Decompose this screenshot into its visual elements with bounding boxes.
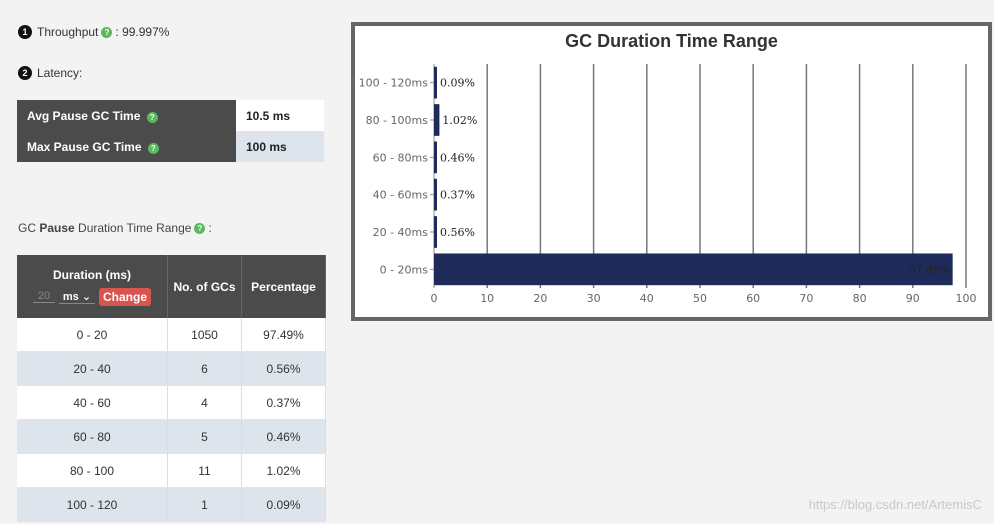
max-pause-label-cell: Max Pause GC Time ? [17,131,236,162]
x-tick-label: 90 [906,292,920,305]
throughput-value: 99.997% [122,25,170,39]
y-tick-label: 0 - 20ms [380,263,429,276]
duration-cell: 100 - 120 [17,487,168,522]
unit-size-input[interactable]: 20 [32,290,55,303]
unit-controls: 20 ms ⌄ Change [17,287,167,306]
x-tick-label: 30 [587,292,601,305]
pct-cell: 0.46% [241,419,326,454]
x-tick-label: 80 [853,292,867,305]
avg-pause-label: Avg Pause GC Time [27,108,141,123]
throughput-label: Throughput [37,25,99,39]
pct-cell: 0.37% [241,385,326,420]
bar [434,104,440,136]
duration-cell: 80 - 100 [17,453,168,488]
duration-header: Duration (ms) 20 ms ⌄ Change [17,255,168,318]
chart-canvas: 0 10 20 30 40 50 60 70 80 90 100 0 - 20ms 97.49% 20 -… [359,64,977,305]
table-row: Max Pause GC Time ? 100 ms [17,131,324,162]
count-cell: 6 [167,351,242,386]
table-row: 40 - 60 4 0.37% [17,385,326,420]
gc-range-title: GC Pause Duration Time Range ?: [18,221,212,235]
y-tick-label: 60 - 80ms [373,151,429,164]
max-pause-label: Max Pause GC Time [27,139,142,154]
max-pause-value: 100 ms [236,131,324,162]
step-1-badge: 1 [18,25,32,39]
pct-cell: 0.09% [241,487,326,522]
data-label: 1.02% [442,114,477,127]
help-icon[interactable]: ? [101,26,113,38]
chevron-down-icon: ⌄ [81,290,92,303]
throughput-line: 1 Throughput ? : 99.997% [18,25,169,39]
avg-pause-value: 10.5 ms [236,100,324,131]
data-label: 0.56% [440,226,475,239]
table-row: Avg Pause GC Time ? 10.5 ms [17,100,324,131]
pct-cell: 0.56% [241,351,326,386]
x-tick-label: 10 [480,292,494,305]
duration-header-label: Duration (ms) [53,267,131,282]
x-tick-label: 50 [693,292,707,305]
throughput-sep: : [115,25,119,39]
step-2-badge: 2 [18,66,32,80]
gc-range-title-post: Duration Time Range [78,221,192,235]
duration-cell: 60 - 80 [17,419,168,454]
count-cell: 1 [167,487,242,522]
unit-select[interactable]: ms ⌄ [58,290,95,304]
y-tick-label: 20 - 40ms [373,226,429,239]
x-tick-label: 0 [431,292,438,305]
watermark: https://blog.csdn.net/ArtemisC [808,497,982,512]
latency-table: Avg Pause GC Time ? 10.5 ms Max Pause GC… [17,100,324,162]
avg-pause-label-cell: Avg Pause GC Time ? [17,100,236,131]
table-row: 100 - 120 1 0.09% [17,487,326,522]
bar [434,141,437,174]
gc-range-title-pre: GC [18,221,36,235]
table-row: 60 - 80 5 0.46% [17,419,326,454]
count-cell: 1050 [167,318,242,352]
y-tick-label: 80 - 100ms [366,114,429,127]
duration-table: Duration (ms) 20 ms ⌄ Change No. of GCs … [17,255,326,522]
y-tick-label: 100 - 120ms [359,77,429,90]
gc-range-title-bold: Pause [39,221,75,235]
latency-line: 2 Latency: [18,66,82,80]
help-icon[interactable]: ? [146,111,158,123]
data-label: 0.09% [440,77,475,90]
percentage-header: Percentage [241,255,326,318]
table-row: 20 - 40 6 0.56% [17,351,326,386]
data-label: 0.46% [440,151,475,164]
change-button[interactable]: Change [98,287,151,306]
duration-cell: 0 - 20 [17,318,168,352]
count-cell: 11 [167,453,242,488]
count-header: No. of GCs [167,255,242,318]
bar [434,66,437,99]
bar [434,178,437,211]
gc-range-title-colon: : [208,221,212,235]
pct-cell: 97.49% [241,318,326,352]
x-tick-label: 100 [956,292,977,305]
help-icon[interactable]: ? [147,142,159,154]
duration-cell: 20 - 40 [17,351,168,386]
data-label: 0.37% [440,189,475,202]
x-tick-label: 20 [533,292,547,305]
table-header-row: Duration (ms) 20 ms ⌄ Change No. of GCs … [17,255,326,318]
table-row: 0 - 20 1050 97.49% [17,318,326,352]
x-tick-label: 40 [640,292,654,305]
y-tick-label: 40 - 60ms [373,189,429,202]
help-icon[interactable]: ? [194,222,206,234]
latency-label: Latency: [37,66,83,80]
chart-title: GC Duration Time Range [565,31,778,51]
x-tick-label: 60 [746,292,760,305]
pct-cell: 1.02% [241,453,326,488]
table-row: 80 - 100 11 1.02% [17,453,326,488]
data-label: 97.49% [909,263,951,276]
bar [434,216,437,248]
duration-cell: 40 - 60 [17,385,168,420]
count-cell: 5 [167,419,242,454]
unit-select-value: ms [62,290,79,303]
gc-duration-chart: GC Duration Time Range 0 10 20 30 40 50 60 70 80… [351,22,992,321]
count-cell: 4 [167,385,242,420]
bar [434,253,953,286]
x-tick-label: 70 [799,292,813,305]
